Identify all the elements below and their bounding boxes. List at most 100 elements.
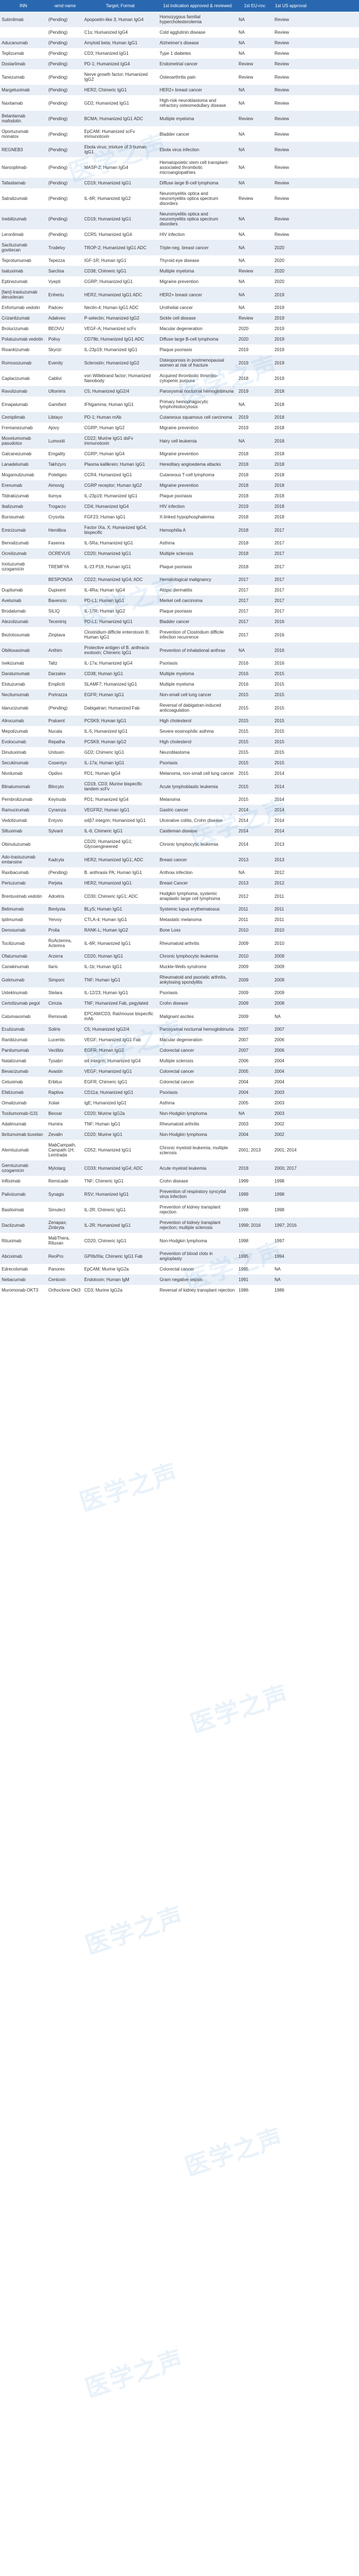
- cell: EpCAM; Murine IgG2a: [82, 1264, 158, 1274]
- cell: 2013: [273, 852, 309, 867]
- cell: 2004: [273, 1066, 309, 1077]
- cell: (Pending): [46, 95, 82, 111]
- cell: 1998: [273, 1176, 309, 1186]
- cell: SILIQ: [46, 606, 82, 616]
- cell: 2011: [237, 914, 273, 925]
- cell: 2017: [273, 574, 309, 585]
- cell: MASP-2; Human IgG4: [82, 157, 158, 178]
- cell: TREMFYA: [46, 559, 82, 574]
- table-row: GolimumabSimponiTNF; Human IgG1Rheumatoi…: [0, 972, 359, 988]
- cell: 2015: [273, 747, 309, 758]
- cell: Ibalizumab: [0, 501, 46, 512]
- table-row: Inotuzumab ozogamicinTREMFYAIL-23 P19; H…: [0, 559, 359, 574]
- cell: HIV infection: [158, 229, 237, 240]
- cell: NA: [237, 1108, 273, 1119]
- cell: [309, 935, 359, 951]
- table-row: CaplacizumabCablivivon Willebrand factor…: [0, 371, 359, 386]
- cell: Enfortumab vedotin: [0, 302, 46, 313]
- cell: VEGF; Humanized IgG1: [82, 1066, 158, 1077]
- cell: 2009: [237, 972, 273, 988]
- cell: (Pending): [46, 27, 82, 38]
- cell: 1998: [237, 1233, 273, 1248]
- cell: NA: [237, 27, 273, 38]
- cell: HER2; Chimeric IgG1: [82, 85, 158, 95]
- cell: [309, 1140, 359, 1160]
- table-row: PanitumumabVectibixEGFR; Human IgG2Color…: [0, 1045, 359, 1056]
- cell: 2006: [273, 1045, 309, 1056]
- cell: [309, 1186, 359, 1202]
- cell: α4β7 integrin; Humanized IgG1: [82, 815, 158, 826]
- cell: Metastatic melanoma: [158, 914, 237, 925]
- table-row: PertuzumabPerjetaHER2; Humanized IgG1Bre…: [0, 878, 359, 888]
- cell: Non-Hodgkin lymphoma: [158, 1233, 237, 1248]
- cell: CCR4; Humanized IgG1: [82, 470, 158, 480]
- cell: [309, 878, 359, 888]
- cell: Primary hemophagocytic lymphohistiocytos…: [158, 397, 237, 412]
- cell: Diffuse large B-cell lymphoma: [158, 178, 237, 188]
- cell: Multiple myeloma: [158, 266, 237, 276]
- cell: Ofatumumab: [0, 951, 46, 961]
- cell: Margetuximab: [0, 85, 46, 95]
- table-row: PalivizumabSynagisRSV; Humanized IgG1Pre…: [0, 1186, 359, 1202]
- cell: [309, 1274, 359, 1285]
- cell: Blincyto: [46, 779, 82, 794]
- cell: Muromonab-OKT3: [0, 1285, 46, 1295]
- cell: [309, 1217, 359, 1233]
- cell: Bone Loss: [158, 925, 237, 935]
- table-row: Oportuzumab monatox(Pending)EpCAM; Human…: [0, 126, 359, 142]
- cell: Ilumya: [46, 491, 82, 501]
- cell: Macular degeneration: [158, 1035, 237, 1045]
- cell: Burosumab: [0, 512, 46, 522]
- cell: Caplacizumab: [0, 371, 46, 386]
- cell: Benralizumab: [0, 538, 46, 548]
- cell: Benlysta: [46, 904, 82, 914]
- cell: Padcev: [46, 302, 82, 313]
- cell: 2017: [273, 559, 309, 574]
- cell: BCMA; Humanized IgG1 ADC: [82, 111, 158, 126]
- cell: Hematopoietic stem cell transplant- asso…: [158, 157, 237, 178]
- cell: Ustekinumab: [0, 988, 46, 998]
- cell: Emgality: [46, 449, 82, 459]
- cell: Mogamulizumab: [0, 470, 46, 480]
- cell: IL-17R; Human IgG2: [82, 606, 158, 616]
- cell: 2018: [273, 412, 309, 423]
- cell: Lumoxiti: [46, 433, 82, 449]
- cell: 2011: [237, 904, 273, 914]
- table-row: FremanezumabAjovyCGRP; Human IgG2Migrain…: [0, 423, 359, 433]
- cell: Endometrial cancer: [158, 59, 237, 69]
- cell: [309, 1233, 359, 1248]
- cell: Ulcerative colitis, Crohn disease: [158, 815, 237, 826]
- cell: Elotuzumab: [0, 679, 46, 690]
- cell: [309, 142, 359, 157]
- drug-table: INN-amd nameTarget; Format1st indication…: [0, 0, 359, 1295]
- cell: Panorex: [46, 1264, 82, 1274]
- cell: Ebola virus; mixture of 3 human IgG1: [82, 142, 158, 157]
- cell: Cemiplimab: [0, 412, 46, 423]
- cell: [309, 12, 359, 27]
- cell: 2011: [273, 904, 309, 914]
- cell: [309, 1202, 359, 1217]
- table-row: ObinutuzumabCD20; Humanized IgG1; Glycoe…: [0, 836, 359, 852]
- cell: [309, 768, 359, 779]
- table-row: REGNEB3(Pending)Ebola virus; mixture of …: [0, 142, 359, 157]
- cell: Xolair: [46, 1098, 82, 1108]
- cell: CD19; Humanized IgG1: [82, 178, 158, 188]
- cell: Abciximab: [0, 1248, 46, 1264]
- cell: MabThera, Rituxan: [46, 1233, 82, 1248]
- cell: CD20; Murine IgG2a: [82, 1108, 158, 1119]
- cell: Acute myeloid leukemia: [158, 1160, 237, 1176]
- cell: Psoriasis: [158, 758, 237, 768]
- cell: Review: [273, 38, 309, 48]
- cell: Multiple myeloma: [158, 669, 237, 679]
- cell: 2018: [273, 449, 309, 459]
- cell: 2007: [237, 1024, 273, 1035]
- cell: Review: [273, 229, 309, 240]
- cell: Bladder cancer: [158, 616, 237, 627]
- cell: Plaque psoriasis: [158, 606, 237, 616]
- cell: BEOVU: [46, 323, 82, 334]
- cell: [309, 726, 359, 737]
- cell: 2017: [273, 522, 309, 538]
- cell: TNF; Human IgG1: [82, 972, 158, 988]
- cell: 1999; 2016: [237, 1217, 273, 1233]
- cell: Eculizumab: [0, 1024, 46, 1035]
